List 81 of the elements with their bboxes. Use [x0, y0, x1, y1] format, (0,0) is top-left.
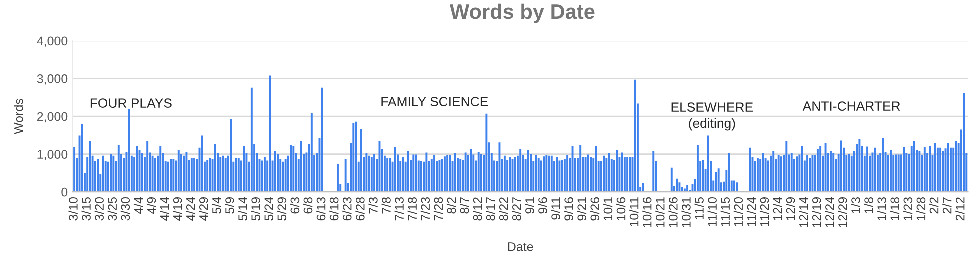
annotation: FOUR PLAYS: [90, 98, 172, 108]
x-tick-label: 7/3: [368, 198, 378, 214]
x-tick-label: 11/5: [694, 197, 704, 220]
annotation: ANTI-CHARTER: [802, 102, 900, 112]
x-tick-label: 9/21: [577, 198, 587, 221]
x-tick-label: 11/20: [734, 197, 744, 226]
x-tick-label: 11/10: [708, 197, 717, 226]
x-tick-label: 4/4: [134, 197, 144, 214]
x-tick-label: 12/4: [773, 197, 782, 220]
x-tick-label: 12/19: [812, 198, 822, 228]
x-tick-label: 1/18: [890, 198, 900, 220]
x-tick-label: 2/7: [942, 198, 952, 214]
x-tick-label: 8/7: [460, 198, 470, 214]
x-tick-label: 2/2: [930, 198, 939, 214]
x-tick-label: 10/26: [668, 198, 678, 228]
x-tick-label: 5/14: [238, 197, 248, 221]
x-tick-label: 6/23: [342, 198, 352, 221]
x-tick-label: 12/9: [786, 198, 796, 220]
x-tick-label: 1/23: [903, 198, 913, 220]
annotation: FAMILY SCIENCE: [382, 97, 488, 106]
x-tick-label: 5/19: [251, 198, 260, 221]
x-tick-label: 2/12: [956, 198, 965, 221]
x-tick-label: 9/16: [564, 198, 574, 221]
x-tick-label: 8/27: [512, 198, 522, 221]
x-tick-label: 8/22: [499, 198, 508, 221]
x-tick-label: 1/3: [851, 198, 860, 214]
x-tick-label: 11/15: [720, 197, 730, 226]
x-tick-label: 6/28: [356, 198, 365, 221]
x-tick-label: 10/11: [630, 198, 639, 226]
x-tick-label: 7/23: [420, 198, 430, 221]
x-tick-label: 4/9: [146, 198, 156, 214]
x-tick-label: 8/2: [446, 198, 456, 214]
y-axis-title: Words: [14, 99, 24, 134]
x-tick-label: 12/29: [838, 198, 848, 228]
x-tick-label: 8/12: [473, 198, 482, 221]
x-tick-label: 3/20: [94, 197, 104, 221]
x-tick-label: 1/28: [916, 198, 926, 220]
x-tick-label: 12/24: [825, 197, 834, 228]
x-tick-label: 6/13: [316, 198, 326, 221]
x-tick-label: 6/3: [290, 198, 300, 214]
x-tick-label: 8/17: [486, 198, 496, 221]
x-tick-label: 5/29: [277, 198, 287, 221]
x-tick-label: 3/25: [108, 197, 118, 221]
x-tick-label: 3/10: [68, 197, 78, 221]
x-tick-label: 4/14: [160, 197, 170, 221]
y-tick-label: 2,000: [37, 112, 68, 123]
x-tick-label: 7/13: [394, 198, 404, 221]
x-tick-label: 7/28: [434, 198, 444, 221]
x-tick-label: 9/11: [551, 198, 560, 220]
x-tick-label: 6/18: [330, 198, 339, 221]
x-tick-label: 3/15: [82, 197, 91, 221]
x-tick-label: 1/8: [864, 198, 874, 214]
x-tick-label: 4/24: [186, 197, 196, 221]
x-tick-label: 6/8: [303, 198, 313, 214]
x-tick-label: 9/6: [538, 198, 548, 214]
x-tick-label: 5/9: [225, 198, 234, 214]
x-tick-label: 5/24: [264, 197, 274, 221]
chart-title: Words by Date: [450, 4, 595, 24]
x-tick-label: 9/26: [590, 198, 600, 221]
x-tick-label: 7/18: [408, 198, 418, 221]
x-tick-label: 1/13: [877, 198, 887, 220]
annotation: ELSEWHERE (editing): [672, 102, 754, 131]
x-tick-label: 3/30: [120, 197, 130, 221]
x-tick-label: 12/14: [799, 197, 808, 228]
y-tick-label: 1,000: [38, 150, 68, 160]
x-tick-label: 11/24: [746, 197, 756, 226]
y-tick-label: 0: [62, 188, 68, 197]
x-tick-label: 11/29: [760, 198, 770, 226]
x-tick-label: 10/21: [656, 198, 665, 228]
x-tick-label: 7/8: [382, 198, 391, 214]
x-tick-label: 10/31: [682, 198, 691, 228]
x-tick-label: 5/4: [212, 197, 222, 214]
x-tick-label: 10/6: [616, 198, 626, 220]
x-axis-title: Date: [508, 242, 534, 252]
x-tick-label: 4/29: [199, 198, 208, 221]
x-tick-label: 10/16: [642, 198, 652, 228]
x-tick-label: 4/19: [173, 198, 182, 221]
y-tick-label: 4,000: [37, 36, 68, 48]
x-tick-label: 9/1: [525, 198, 534, 214]
x-tick-label: 10/1: [603, 198, 613, 220]
y-tick-label: 3,000: [37, 74, 68, 85]
